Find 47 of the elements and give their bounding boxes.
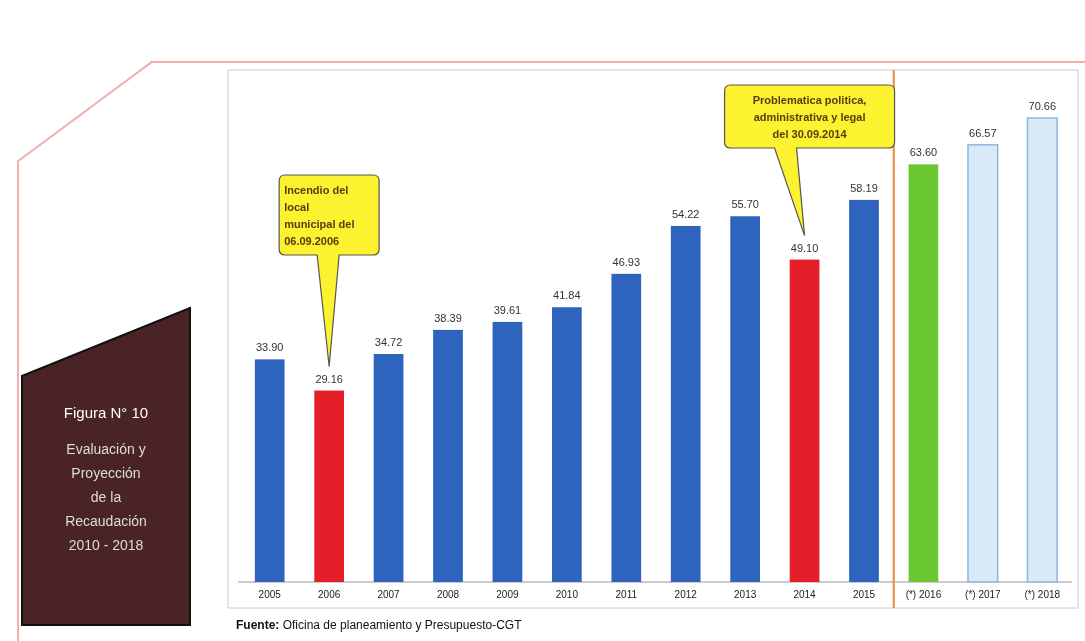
data-label: 41.84 xyxy=(553,289,581,302)
text: Evaluación y Proyección de la Recaudación 2010 - 2018 xyxy=(65,441,147,553)
bar xyxy=(967,144,999,583)
bar xyxy=(433,329,463,582)
data-label: 58.19 xyxy=(850,181,878,194)
bar xyxy=(552,307,582,582)
data-label: 54.22 xyxy=(671,207,700,220)
data-label: 38.39 xyxy=(434,311,462,324)
data-label: 34.72 xyxy=(374,336,403,349)
x-tick-label: 2012 xyxy=(674,589,698,600)
x-tick-label: 2010 xyxy=(555,589,579,600)
data-label: 49.10 xyxy=(790,241,819,254)
data-label: 63.60 xyxy=(909,146,938,159)
bar xyxy=(789,259,820,582)
data-label: 33.90 xyxy=(255,341,284,354)
data-label: 70.66 xyxy=(1028,100,1057,112)
x-tick-label: 2008 xyxy=(436,589,460,600)
bar xyxy=(314,390,344,582)
bar xyxy=(730,216,760,582)
x-tick-label: 2009 xyxy=(496,589,519,600)
data-label: 39.61 xyxy=(493,303,522,316)
x-tick-label: 2007 xyxy=(377,589,401,600)
source-note: Fuente: Oficina de planeamiento y Presupuesto-CGT xyxy=(236,618,523,632)
annotation: Problematica politica, administrativa y legal del 30.09.2014 xyxy=(752,94,867,140)
x-tick-label: 2013 xyxy=(734,589,757,600)
bar xyxy=(373,354,404,582)
bar xyxy=(1026,117,1058,583)
bar xyxy=(670,225,701,582)
x-tick-label: 2014 xyxy=(793,589,817,600)
text: Figura N° 10 xyxy=(63,404,149,421)
x-tick-label: (*) 2017 xyxy=(965,589,1002,600)
bar xyxy=(611,273,642,582)
data-label: 46.93 xyxy=(612,255,641,268)
x-tick-label: 2005 xyxy=(258,589,282,600)
bar xyxy=(492,321,523,582)
x-tick-label: 2011 xyxy=(615,589,638,600)
bar xyxy=(254,359,285,582)
x-tick-label: (*) 2018 xyxy=(1024,589,1061,600)
data-label: 66.57 xyxy=(969,126,997,139)
x-tick-label: 2006 xyxy=(318,589,341,600)
bar xyxy=(849,199,879,582)
annotation: Incendio del local municipal del 06.09.2006 xyxy=(284,184,355,247)
x-tick-label: 2015 xyxy=(852,589,876,600)
data-label: 29.16 xyxy=(315,372,343,385)
x-tick-label: (*) 2016 xyxy=(905,589,942,600)
data-label: 55.70 xyxy=(731,198,759,211)
bar xyxy=(908,164,939,582)
